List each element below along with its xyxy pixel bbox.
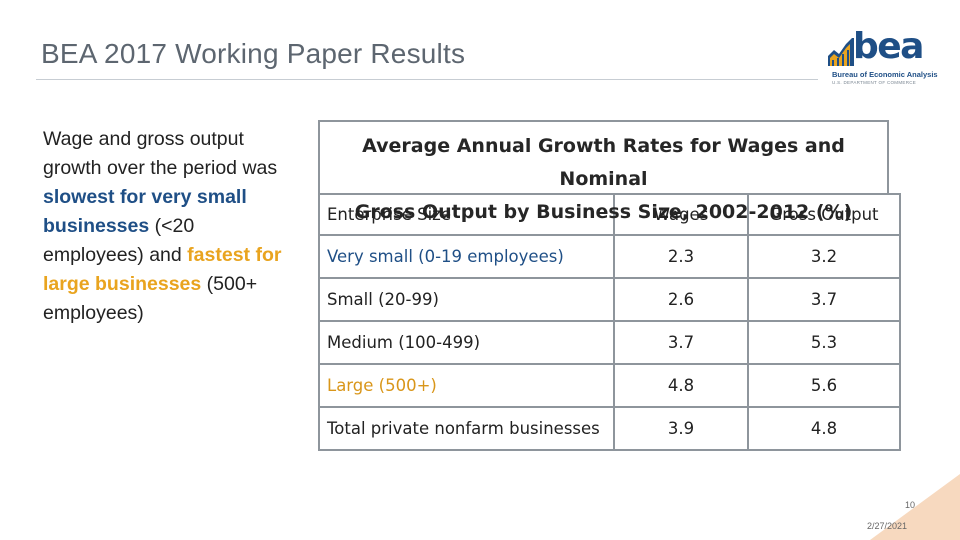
slide-title: BEA 2017 Working Paper Results xyxy=(41,38,466,69)
table-row: Very small (0-19 employees) 2.3 3.2 xyxy=(318,234,901,279)
summary-part-3: (500+ employees) xyxy=(43,273,258,324)
cell-gross-output: 4.8 xyxy=(747,406,901,451)
summary-part-1: Wage and gross output growth over the pe… xyxy=(43,128,278,179)
cell-size: Total private nonfarm businesses xyxy=(318,406,615,451)
cell-gross-output: 5.6 xyxy=(747,363,901,408)
slide-date: 2/27/2021 xyxy=(867,521,908,531)
table-row: Total private nonfarm businesses 3.9 4.8 xyxy=(318,406,901,451)
title-divider xyxy=(36,79,818,80)
cell-size: Small (20-99) xyxy=(318,277,615,322)
bea-chart-icon xyxy=(828,38,854,66)
summary-highlight-fastest: fastest for large businesses xyxy=(43,244,282,295)
header-wages: Wages xyxy=(613,193,749,236)
cell-gross-output: 3.7 xyxy=(747,277,901,322)
table-row: Medium (100-499) 3.7 5.3 xyxy=(318,320,901,365)
cell-size: Very small (0-19 employees) xyxy=(318,234,615,279)
header-gross-output: Gross Output xyxy=(747,193,901,236)
table-caption-line-2: Gross Output by Business Size, 2002-2012… xyxy=(354,201,853,223)
cell-wages: 4.8 xyxy=(613,363,749,408)
cell-gross-output: 3.2 xyxy=(747,234,901,279)
cell-wages: 3.9 xyxy=(613,406,749,451)
logo-agency-name: Bureau of Economic Analysis xyxy=(832,70,938,79)
cell-size: Medium (100-499) xyxy=(318,320,615,365)
corner-decoration xyxy=(870,474,960,540)
summary-part-2: (<20 employees) and xyxy=(43,215,195,266)
cell-wages: 2.3 xyxy=(613,234,749,279)
cell-gross-output: 5.3 xyxy=(747,320,901,365)
table-caption: Average Annual Growth Rates for Wages an… xyxy=(318,120,889,223)
cell-wages: 2.6 xyxy=(613,277,749,322)
table-row: Small (20-99) 2.6 3.7 xyxy=(318,277,901,322)
logo-department: U.S. DEPARTMENT OF COMMERCE xyxy=(832,80,917,85)
summary-highlight-slowest: slowest for very small businesses xyxy=(43,186,247,237)
summary-text: Wage and gross output growth over the pe… xyxy=(43,125,283,328)
cell-size: Large (500+) xyxy=(318,363,615,408)
growth-rates-table: Average Annual Growth Rates for Wages an… xyxy=(318,120,901,451)
page-number: 10 xyxy=(905,500,916,510)
data-table: Enterprise Size Wages Gross Output Very … xyxy=(318,193,901,451)
logo-wordmark: bea xyxy=(853,26,924,67)
cell-wages: 3.7 xyxy=(613,320,749,365)
header-enterprise-size: Enterprise Size xyxy=(318,193,615,236)
table-header-row: Enterprise Size Wages Gross Output xyxy=(318,193,901,236)
table-row: Large (500+) 4.8 5.6 xyxy=(318,363,901,408)
bea-logo: bea Bureau of Economic Analysis U.S. DEP… xyxy=(826,26,938,90)
table-caption-line-1: Average Annual Growth Rates for Wages an… xyxy=(362,135,845,190)
